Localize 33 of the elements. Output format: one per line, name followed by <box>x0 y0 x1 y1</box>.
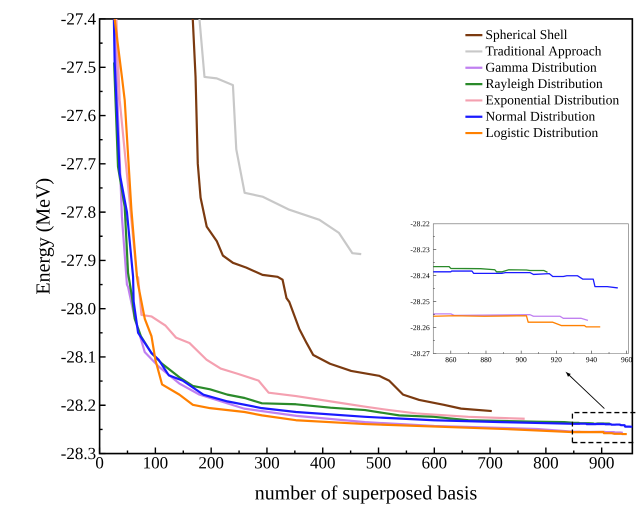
x-tick-label: 600 <box>422 456 446 468</box>
legend-label: Traditional Approach <box>486 46 602 58</box>
y-tick-label: -27.8 <box>61 206 96 218</box>
legend-label: Spherical Shell <box>486 29 568 42</box>
y-tick-label: -27.7 <box>61 158 96 170</box>
x-tick-label: 500 <box>366 456 391 468</box>
x-tick-label: 300 <box>255 456 280 468</box>
y-tick-label: -27.9 <box>61 254 96 266</box>
x-tick-label: 200 <box>199 456 224 468</box>
line-series <box>433 314 601 328</box>
y-axis-title: Energy (MeV) <box>36 178 54 294</box>
x-tick-label: 700 <box>478 456 502 468</box>
legend-label: Rayleigh Distribution <box>486 78 603 91</box>
x-tick-label: 100 <box>144 456 168 468</box>
y-tick-label: -28.0 <box>61 302 96 314</box>
x-tick-label: 900 <box>589 456 614 468</box>
y-tick-label: -27.4 <box>61 13 96 24</box>
line-series <box>433 270 618 288</box>
y-tick-label: -28.3 <box>61 448 96 460</box>
x-tick-label: 800 <box>534 456 558 468</box>
x-axis-title: number of superposed basis <box>255 485 477 504</box>
y-tick-label: -27.5 <box>61 61 96 73</box>
legend-label: Normal Distribution <box>486 111 596 121</box>
x-tick-label: 400 <box>310 456 335 468</box>
x-tick-label: 0 <box>96 456 104 468</box>
y-tick-label: -28.2 <box>61 399 96 411</box>
legend-label: Gamma Distribution <box>486 62 597 72</box>
line-series <box>433 313 589 321</box>
legend-label: Exponential Distribution <box>486 94 619 107</box>
y-tick-label: -27.6 <box>61 110 96 122</box>
y-tick-label: -28.1 <box>61 350 96 362</box>
line-series <box>198 18 362 255</box>
legend-label: Logistic Distribution <box>486 127 598 140</box>
